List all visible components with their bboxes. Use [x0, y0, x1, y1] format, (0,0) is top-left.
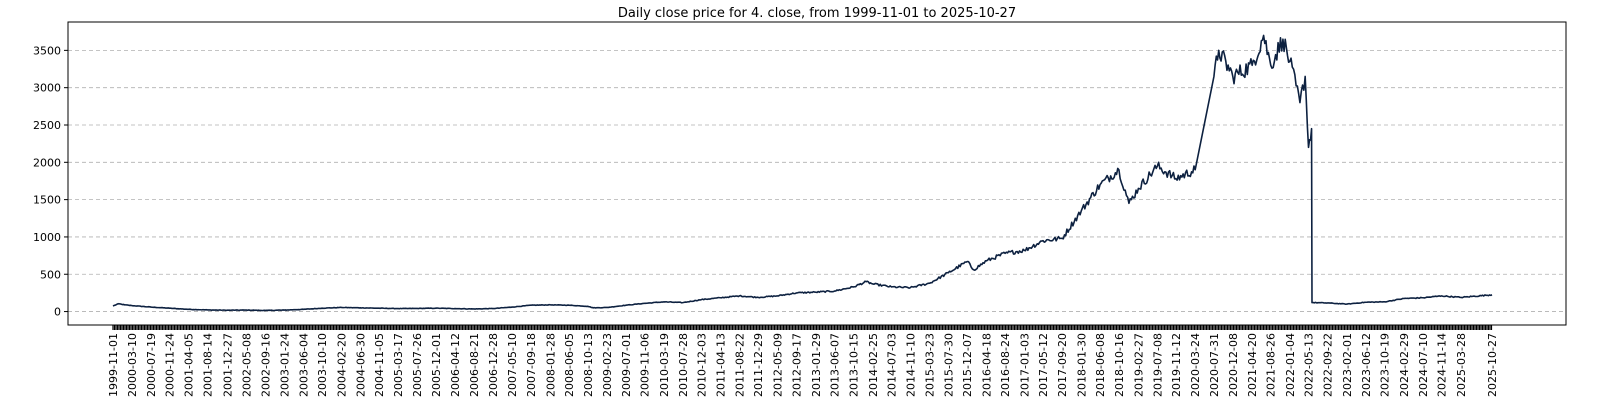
x-tick-label: 2014-07-03: [885, 333, 898, 397]
x-tick-label: 2018-10-16: [1113, 333, 1126, 397]
x-tick-label: 2019-02-27: [1132, 333, 1145, 397]
y-tick-label: 500: [40, 268, 61, 281]
x-tick-label: 2024-07-10: [1417, 333, 1430, 397]
x-tick-label: 2025-03-28: [1455, 333, 1468, 397]
x-tick-label: 2004-06-30: [354, 333, 367, 397]
y-tick-label: 3500: [33, 44, 61, 57]
x-tick-marks: [112, 325, 1493, 330]
x-tick-label: 2016-08-24: [999, 333, 1012, 397]
x-tick-label: 2014-02-25: [867, 333, 880, 397]
plot-area: [68, 22, 1566, 325]
y-gridlines: [68, 49, 1566, 312]
x-tick-label: 2011-12-29: [752, 333, 765, 397]
x-tick-label: 2023-06-12: [1360, 333, 1373, 397]
x-tick-label: 2020-03-24: [1189, 333, 1202, 397]
plot-frame: [67, 21, 1567, 326]
x-tick-label: 2000-03-10: [126, 333, 139, 397]
x-tick-label: 1999-11-01: [107, 333, 120, 397]
x-tick-label: 2011-04-13: [714, 333, 727, 397]
x-tick-label: 2024-02-29: [1398, 333, 1411, 397]
x-tick-label: 2021-08-26: [1265, 333, 1278, 397]
y-tick-label: 2500: [33, 119, 61, 132]
x-tick-label: 2008-06-05: [563, 333, 576, 397]
x-tick-label: 2022-01-04: [1284, 333, 1297, 397]
x-tick-label: 2013-01-29: [810, 333, 823, 397]
x-tick-label: 2015-12-07: [961, 333, 974, 397]
x-tick-label: 2006-04-12: [449, 333, 462, 397]
x-tick-label: 2004-02-20: [335, 333, 348, 397]
x-tick-label: 2007-09-18: [525, 333, 538, 397]
x-tick-label: 2015-03-23: [924, 333, 937, 397]
x-tick-label: 2001-08-14: [202, 333, 215, 397]
x-tick-label: 2012-05-09: [771, 333, 784, 397]
x-tick-label: 2009-07-01: [620, 333, 633, 397]
x-tick-label: 2017-01-03: [1018, 333, 1031, 397]
x-tick-label: 2017-09-20: [1056, 333, 1069, 397]
x-tick-label: 2012-09-17: [790, 333, 803, 397]
x-tick-label: 2018-01-30: [1075, 333, 1088, 397]
y-axis-ticks: 0 500 1000 1500 2000 2500 3000 3500: [33, 44, 68, 319]
x-tick-label: 2023-10-19: [1379, 333, 1392, 397]
x-tick-label: 2010-03-19: [658, 333, 671, 397]
close-price-line: [112, 34, 1493, 312]
x-tick-label: 2020-12-08: [1227, 333, 1240, 397]
x-tick-label: 2000-07-19: [145, 333, 158, 397]
x-tick-label: 2008-01-28: [544, 333, 557, 397]
x-tick-label: 2015-07-30: [942, 333, 955, 397]
y-tick-label: 2000: [33, 156, 61, 169]
x-tick-label: 2018-06-08: [1094, 333, 1107, 397]
x-tick-label: 2014-11-10: [904, 333, 917, 397]
x-tick-label: 2005-07-26: [411, 333, 424, 397]
x-tick-label: 2008-10-13: [582, 333, 595, 397]
x-tick-label: 2003-10-10: [316, 333, 329, 397]
x-tick-label: 2013-10-15: [847, 333, 860, 397]
x-tick-label: 2024-11-14: [1436, 333, 1449, 397]
x-tick-label: 2019-07-08: [1151, 333, 1164, 397]
x-tick-label: 2001-12-27: [221, 333, 234, 397]
x-axis-tick-labels: 1999-11-01 2000-03-10 2000-07-19 2000-11-24…: [107, 333, 1499, 397]
x-tick-label: 2005-03-17: [392, 333, 405, 397]
x-tick-label: 2017-05-12: [1037, 333, 1050, 397]
x-tick-label: 2001-04-05: [183, 333, 196, 397]
chart-title: Daily close price for 4. close, from 199…: [618, 6, 1016, 21]
x-tick-label: 2004-11-05: [373, 333, 386, 397]
x-tick-label: 2023-02-01: [1341, 333, 1354, 397]
x-tick-label: 2002-09-16: [260, 333, 273, 397]
x-tick-label: 2009-02-23: [601, 333, 614, 397]
x-tick-label: 2011-08-22: [733, 333, 746, 397]
x-tick-label: 2000-11-24: [164, 333, 177, 397]
x-tick-label: 2022-05-13: [1303, 333, 1316, 397]
x-tick-label: 2019-11-12: [1170, 333, 1183, 397]
x-tick-label: 2025-10-27: [1486, 333, 1499, 397]
y-tick-label: 3000: [33, 82, 61, 95]
x-tick-label: 2020-07-31: [1208, 333, 1221, 397]
x-tick-label: 2006-12-28: [487, 333, 500, 397]
x-tick-label: 2009-11-06: [638, 333, 651, 397]
x-tick-label: 2006-08-21: [468, 333, 481, 397]
x-tick-label: 2003-06-04: [297, 333, 310, 397]
x-tick-label: 2021-04-20: [1246, 333, 1259, 397]
x-tick-label: 2010-12-03: [695, 333, 708, 397]
y-tick-label: 1000: [33, 231, 61, 244]
x-tick-label: 2016-04-18: [981, 333, 994, 397]
x-tick-label: 2002-05-08: [241, 333, 254, 397]
y-tick-label: 1500: [33, 194, 61, 207]
x-tick-label: 2013-06-07: [829, 333, 842, 397]
x-tick-label: 2010-07-28: [677, 333, 690, 397]
x-tick-label: 2007-05-10: [506, 333, 519, 397]
y-tick-label: 0: [54, 306, 61, 319]
x-tick-label: 2005-12-01: [430, 333, 443, 397]
x-tick-label: 2022-09-22: [1322, 333, 1335, 397]
x-tick-label: 2003-01-24: [278, 333, 291, 397]
